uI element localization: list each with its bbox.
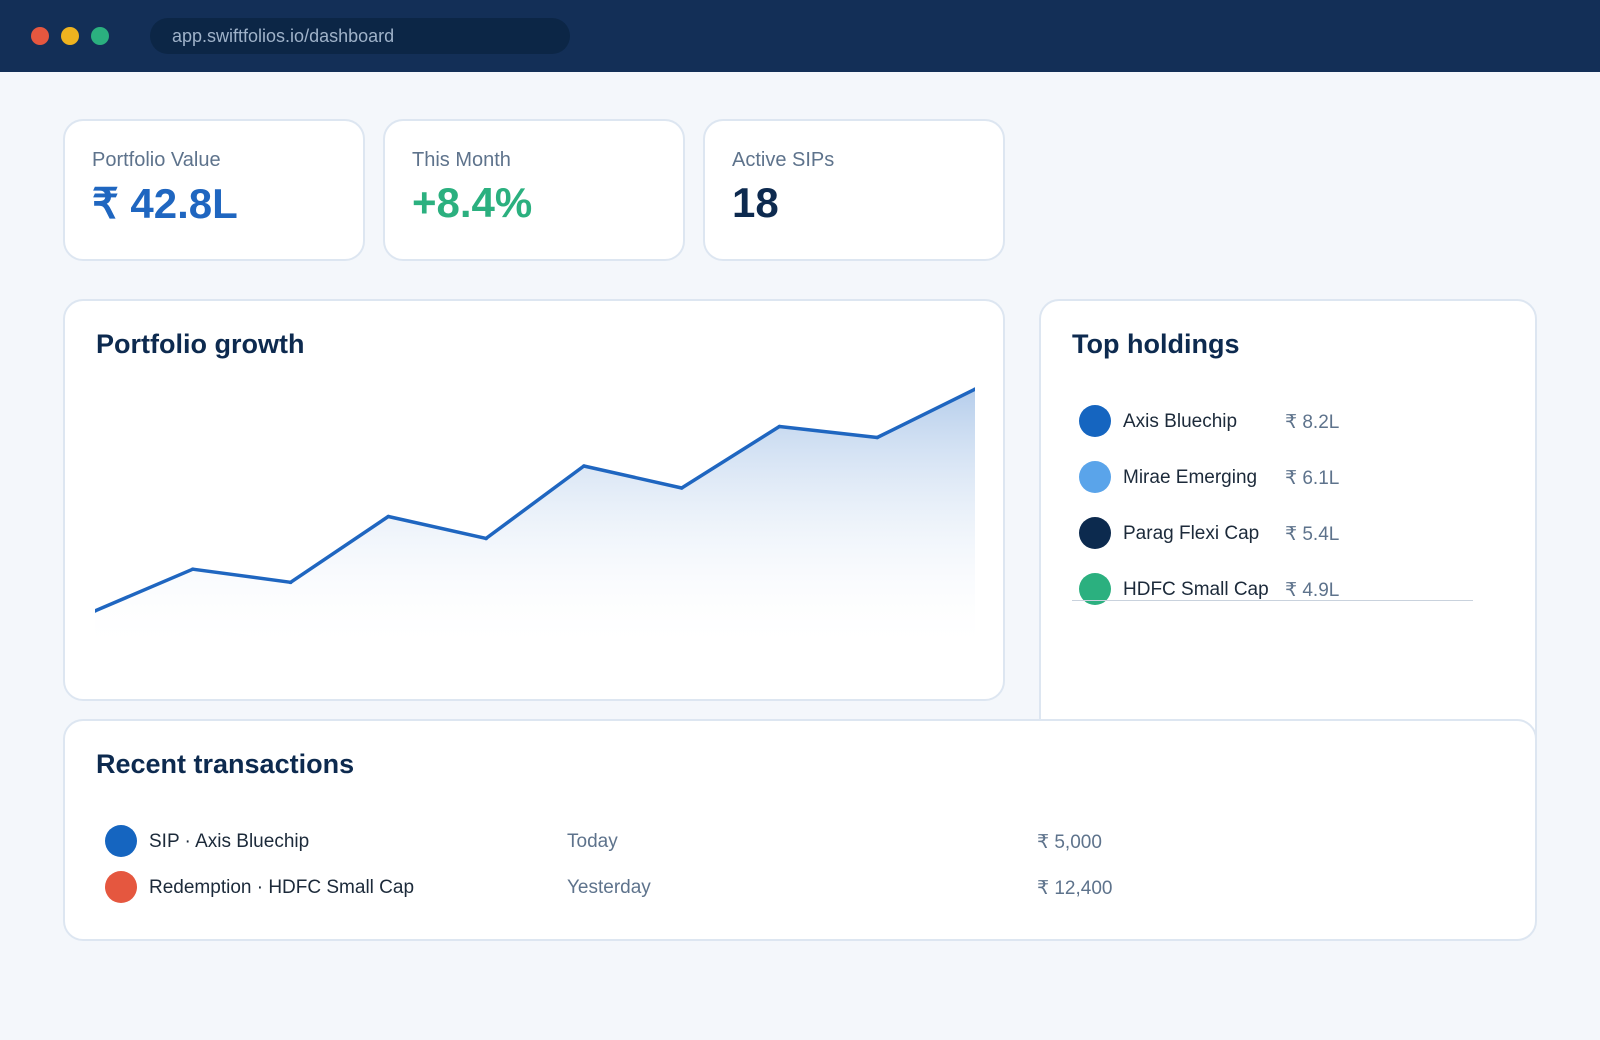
- stat-label: This Month: [412, 149, 511, 171]
- holding-name: HDFC Small Cap: [1123, 579, 1269, 600]
- transaction-amount: ₹ 12,400: [1037, 878, 1113, 899]
- window-titlebar: app.swiftfolios.io/dashboard: [0, 0, 1600, 72]
- stat-value: 18: [732, 179, 779, 226]
- fund-color-icon: [1079, 405, 1111, 437]
- growth-point: [679, 486, 684, 490]
- fund-color-icon: [1079, 573, 1111, 605]
- growth-point: [190, 567, 195, 571]
- transaction-date: Yesterday: [567, 877, 651, 898]
- holding-row[interactable]: Parag Flexi Cap ₹ 5.4L: [1079, 516, 1499, 550]
- growth-point: [95, 609, 97, 613]
- transaction-row[interactable]: Redemption · HDFC Small Cap Yesterday ₹ …: [105, 870, 1505, 904]
- holding-row[interactable]: HDFC Small Cap ₹ 4.9L: [1079, 572, 1499, 606]
- divider: [1072, 600, 1473, 601]
- card-title: Portfolio growth: [96, 329, 305, 359]
- growth-line: [95, 387, 975, 613]
- growth-point: [484, 536, 488, 541]
- growth-point: [973, 387, 975, 391]
- growth-area: [95, 389, 975, 646]
- fund-color-icon: [1079, 461, 1111, 493]
- holding-value: ₹ 5.4L: [1285, 524, 1340, 545]
- stat-value: ₹ 42.8L: [92, 180, 238, 227]
- stat-value: +8.4%: [412, 179, 533, 226]
- transaction-row[interactable]: SIP · Axis Bluechip Today ₹ 5,000: [105, 824, 1505, 858]
- recent-transactions-card: Recent transactions SIP · Axis Bluechip …: [63, 719, 1537, 941]
- holding-value: ₹ 4.9L: [1285, 580, 1340, 601]
- transaction-label: Redemption · HDFC Small Cap: [149, 877, 415, 898]
- this-month-card: This Month +8.4%: [383, 119, 685, 261]
- maximize-window-button[interactable]: [91, 27, 109, 45]
- holding-name: Axis Bluechip: [1123, 411, 1238, 432]
- transaction-date: Today: [567, 831, 618, 852]
- stat-label: Portfolio Value: [92, 149, 221, 171]
- holding-value: ₹ 6.1L: [1285, 468, 1340, 489]
- growth-point: [386, 514, 391, 519]
- close-window-button[interactable]: [31, 27, 49, 45]
- card-title: Top holdings: [1072, 329, 1240, 359]
- transaction-type-icon: [105, 825, 137, 857]
- growth-point: [777, 424, 782, 429]
- fund-color-icon: [1079, 517, 1111, 549]
- growth-point: [875, 435, 880, 440]
- holding-value: ₹ 8.2L: [1285, 412, 1340, 433]
- portfolio-value-card: Portfolio Value ₹ 42.8L: [63, 119, 365, 261]
- holding-row[interactable]: Axis Bluechip ₹ 8.2L: [1079, 404, 1499, 438]
- top-holdings-card: Top holdings Axis Bluechip ₹ 8.2L Mirae …: [1039, 299, 1537, 759]
- holding-row[interactable]: Mirae Emerging ₹ 6.1L: [1079, 460, 1499, 494]
- transaction-label: SIP · Axis Bluechip: [149, 831, 310, 852]
- minimize-window-button[interactable]: [61, 27, 79, 45]
- active-sips-card: Active SIPs 18: [703, 119, 1005, 261]
- growth-chart: [95, 387, 975, 646]
- growth-point: [582, 464, 586, 468]
- holding-name: Mirae Emerging: [1123, 467, 1258, 488]
- stat-label: Active SIPs: [732, 149, 835, 171]
- growth-point: [288, 580, 293, 585]
- address-bar[interactable]: app.swiftfolios.io/dashboard: [150, 18, 570, 54]
- portfolio-growth-card: Portfolio growth: [63, 299, 1005, 701]
- holding-name: Parag Flexi Cap: [1123, 523, 1260, 544]
- transaction-type-icon: [105, 871, 137, 903]
- transaction-amount: ₹ 5,000: [1037, 832, 1102, 853]
- card-title: Recent transactions: [96, 749, 355, 779]
